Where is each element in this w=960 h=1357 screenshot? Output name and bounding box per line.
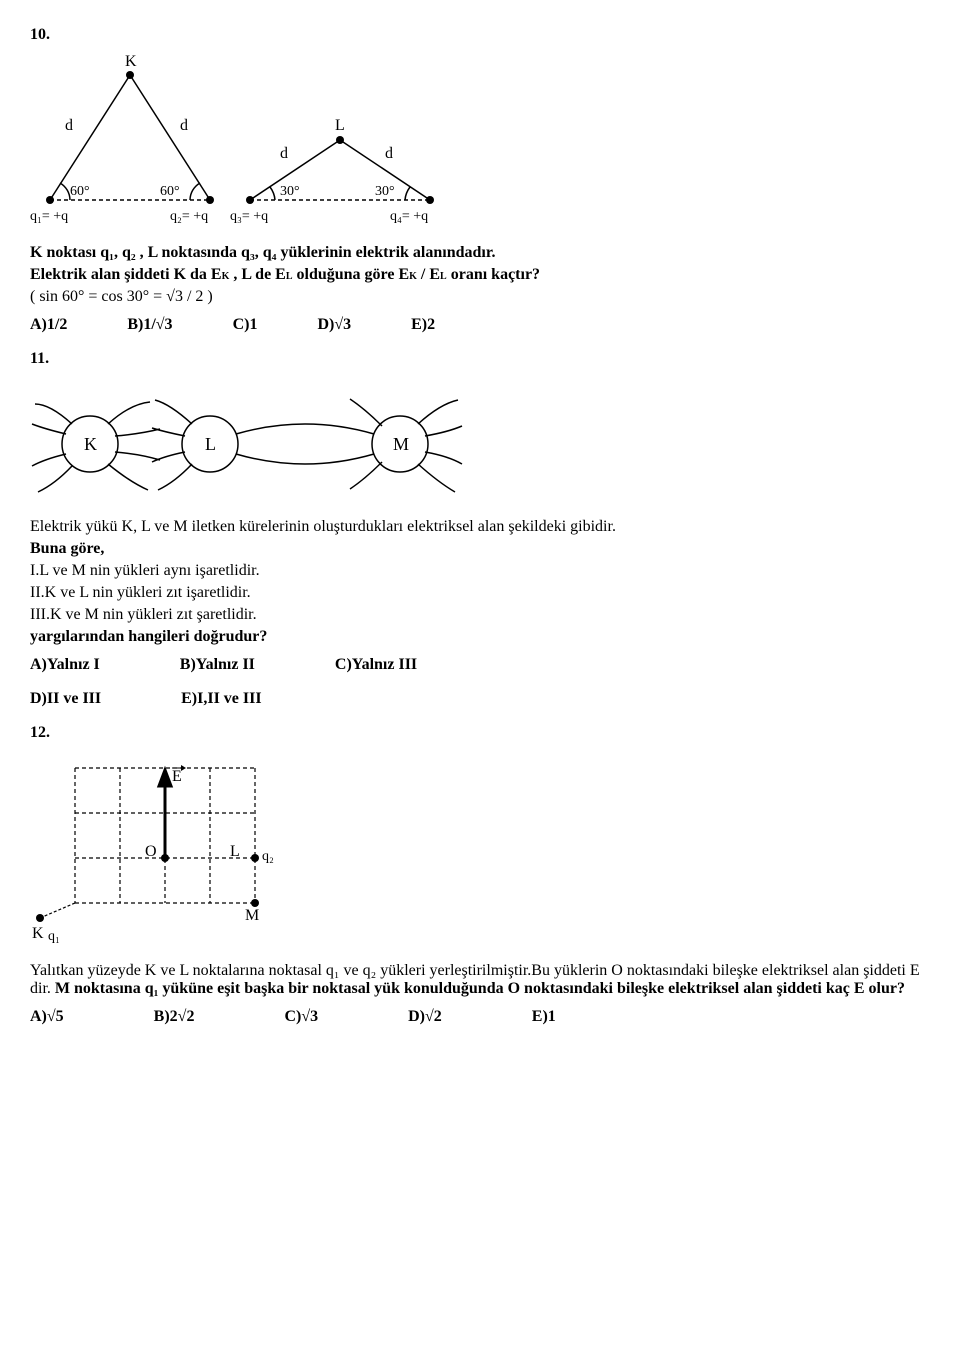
q11-p1: Elektrik yükü K, L ve M iletken küreleri… (30, 518, 930, 536)
fig12-K: K (32, 925, 44, 942)
fig-label-d1: d (65, 117, 73, 134)
fig12-L: L (230, 843, 240, 860)
q11-choices-row1: A)Yalnız I B)Yalnız II C)Yalnız III (30, 656, 930, 674)
fig12-q2: q₂ (262, 849, 274, 864)
q12-choice-E[interactable]: E)1 (532, 1008, 556, 1026)
q12-p2b: yüküne eşit başka bir noktasal yük konul… (162, 980, 905, 997)
q10-choice-C[interactable]: C)1 (233, 316, 258, 334)
fig-label-60b: 60° (160, 184, 180, 199)
q11-number: 11. (30, 350, 930, 368)
fig-label-q4: q₄= +q (390, 209, 428, 224)
q10-choice-A[interactable]: A)1/2 (30, 316, 67, 334)
fig11-K: K (84, 434, 97, 454)
q12-choices: A)√5 B)2√2 C)√3 D)√2 E)1 (30, 1008, 930, 1026)
q10-EL2: E (429, 266, 440, 283)
fig-label-q2: q₂= +q (170, 209, 208, 224)
q12-q1b: q₁ (145, 980, 159, 997)
q10-ELsub2: L (440, 271, 447, 282)
q11-choice-E[interactable]: E)I,II ve III (181, 690, 261, 708)
q10-choices: A)1/2 B)1/√3 C)1 D)√3 E)2 (30, 316, 930, 334)
q10-choice-B[interactable]: B)1/√3 (127, 316, 172, 334)
fig-label-q3: q₃= +q (230, 209, 268, 224)
q11-choices-row2: D)II ve III E)I,II ve III (30, 690, 930, 708)
q11-choice-B[interactable]: B)Yalnız II (180, 656, 255, 674)
fig-label-d4: d (385, 145, 393, 162)
fig-label-d2: d (180, 117, 188, 134)
q10-hint: ( sin 60° = cos 30° = √3 / 2 ) (30, 288, 930, 306)
q11-s2: II.K ve L nin yükleri zıt işaretlidir. (30, 584, 930, 602)
q10-p1c: yüklerinin elektrik alanındadır. (280, 244, 495, 261)
fig-label-L: L (335, 117, 345, 134)
q10-prompt-line2: Elektrik alan şiddeti K da EK , L de EL … (30, 266, 930, 284)
q11-choice-D[interactable]: D)II ve III (30, 690, 101, 708)
q10-p1b: , L noktasında (140, 244, 241, 261)
q10-q1: q₁ (100, 244, 114, 261)
q10-number: 10. (30, 26, 930, 44)
q10-EK2: E (398, 266, 409, 283)
q10-q3: q₃ (241, 244, 255, 261)
q12-q2: q₂ (363, 962, 377, 979)
q12-choice-B[interactable]: B)2√2 (154, 1008, 195, 1026)
q12-q1: q₁ (326, 962, 340, 979)
fig-label-d3: d (280, 145, 288, 162)
q10-EKsub: K (222, 271, 230, 282)
fig-label-30a: 30° (280, 184, 300, 199)
q10-choice-D[interactable]: D)√3 (317, 316, 351, 334)
q12-p1a: Yalıtkan yüzeyde K ve L noktalarına nokt… (30, 962, 326, 979)
q12-figure: E O L q₂ M K q₁ (30, 748, 330, 958)
q11-choice-C[interactable]: C)Yalnız III (335, 656, 417, 674)
fig12-E: E (172, 768, 182, 785)
q11-choice-A[interactable]: A)Yalnız I (30, 656, 100, 674)
q12-choice-D[interactable]: D)√2 (408, 1008, 442, 1026)
q12-number: 12. (30, 724, 930, 742)
fig-label-30b: 30° (375, 184, 395, 199)
q10-EK: E (211, 266, 222, 283)
q10-p2e: oranı kaçtır? (451, 266, 540, 283)
q10-EL: E (275, 266, 286, 283)
fig-label-q1: q₁= +q (30, 209, 68, 224)
q10-EKsub2: K (409, 271, 417, 282)
q11-figure: K L M (30, 374, 550, 514)
q11-p3: yargılarından hangileri doğrudur? (30, 628, 930, 646)
fig11-M: M (393, 434, 409, 454)
q10-choice-E[interactable]: E)2 (411, 316, 435, 334)
q12-p2a: M noktasına (55, 980, 145, 997)
fig11-L: L (205, 434, 216, 454)
q10-p1a: K noktası (30, 244, 100, 261)
q10-p2a: Elektrik alan şiddeti K da (30, 266, 211, 283)
q11-s3: III.K ve M nin yükleri zıt şaretlidir. (30, 606, 930, 624)
fig12-q1: q₁ (48, 929, 60, 944)
q12-choice-A[interactable]: A)√5 (30, 1008, 64, 1026)
q10-ELsub: L (286, 271, 293, 282)
q10-figure: K d d 60° 60° q₁= +q q₂= +q L d d 30° 30… (30, 50, 450, 240)
q10-p2c: olduğuna göre (297, 266, 399, 283)
fig12-O: O (145, 843, 157, 860)
q12-p1: Yalıtkan yüzeyde K ve L noktalarına nokt… (30, 962, 930, 998)
q10-p2b: , L de (233, 266, 275, 283)
q11-p2: Buna göre, (30, 540, 930, 558)
fig-label-60a: 60° (70, 184, 90, 199)
q10-prompt-line1: K noktası q₁, q₂ , L noktasında q₃, q₄ y… (30, 244, 930, 262)
q10-q2: q₂ (122, 244, 136, 261)
fig-label-K: K (125, 53, 137, 70)
q11-s1: I.L ve M nin yükleri aynı işaretlidir. (30, 562, 930, 580)
q12-choice-C[interactable]: C)√3 (284, 1008, 318, 1026)
fig12-M: M (245, 907, 259, 924)
q10-q4: q₄ (263, 244, 277, 261)
q12-mid: ve (344, 962, 363, 979)
